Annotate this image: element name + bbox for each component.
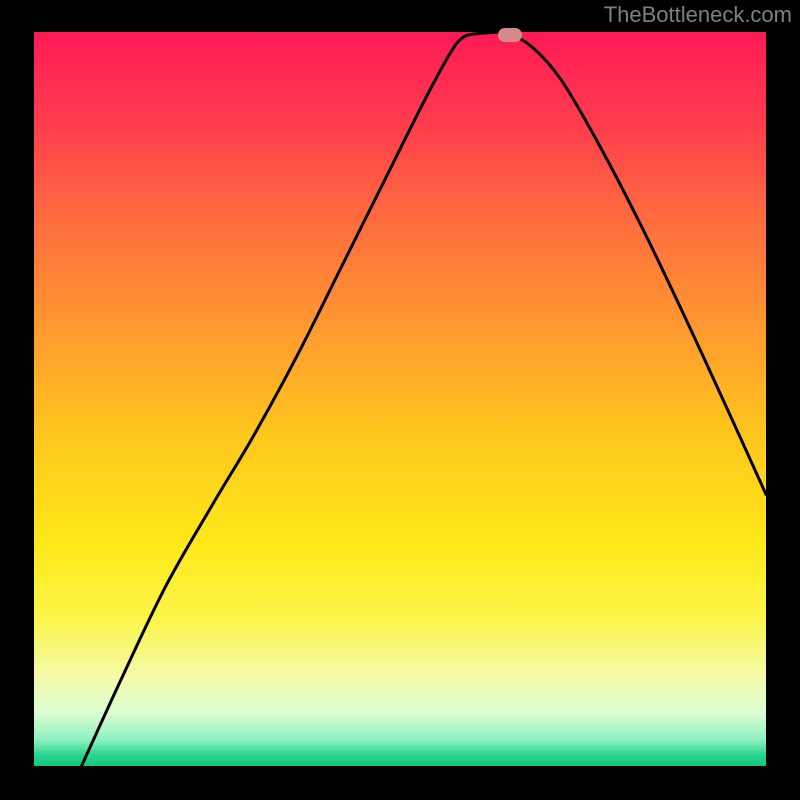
bottleneck-curve xyxy=(34,32,766,766)
optimal-point-marker xyxy=(498,28,522,42)
watermark-text: TheBottleneck.com xyxy=(604,2,792,28)
plot-area xyxy=(34,32,766,766)
